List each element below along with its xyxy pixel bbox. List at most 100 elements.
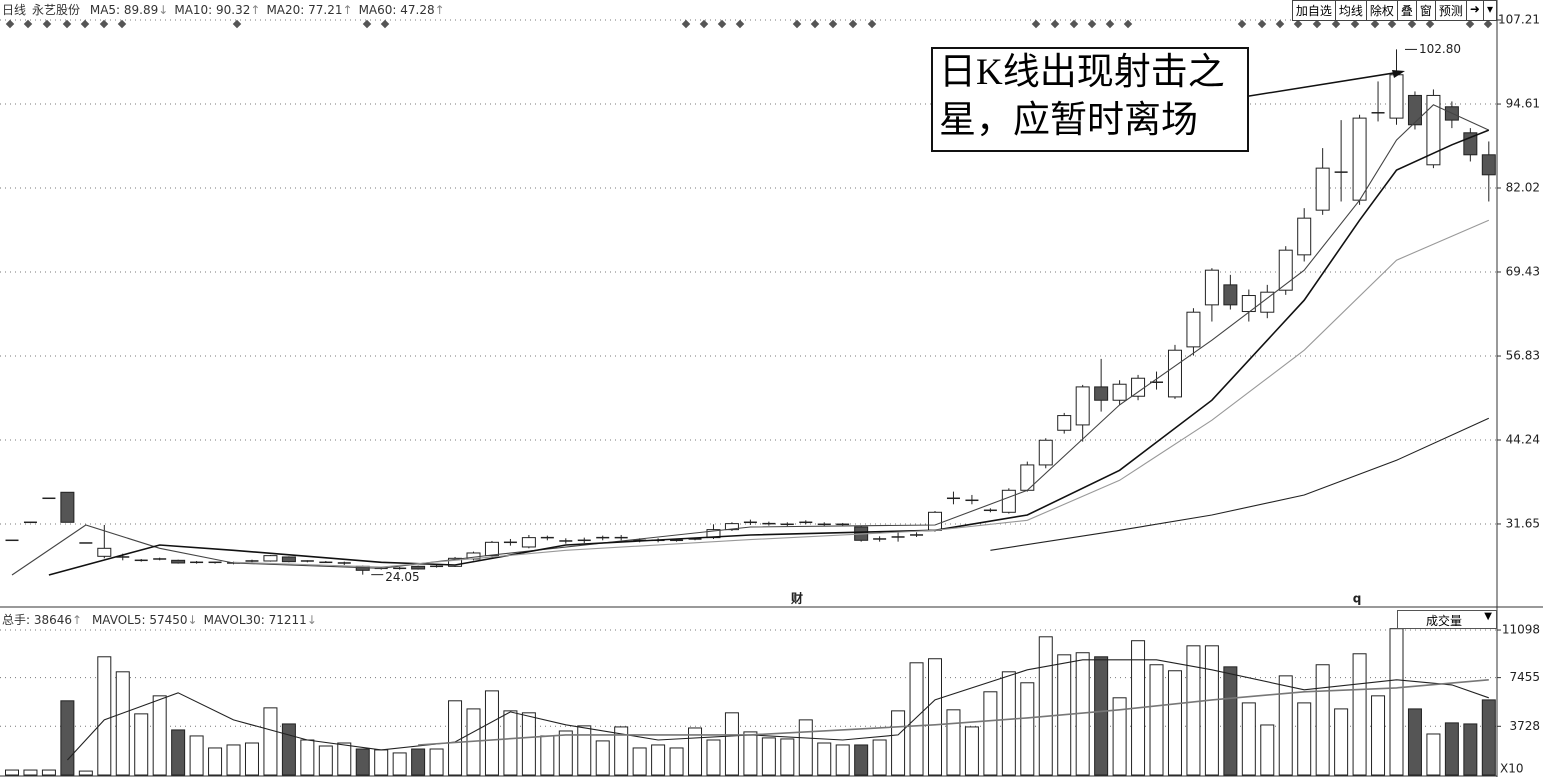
volume-header: 总手: 38646↑ MAVOL5: 57450↓ MAVOL30: 71211↓ [2,611,323,628]
volume-bar [964,726,979,776]
volume-bar [1112,697,1127,776]
event-icon [380,19,390,29]
event-icon [1465,19,1475,29]
volume-bar [1260,724,1275,776]
toolbar-button[interactable]: ➜ [1465,0,1484,21]
indicator-selector[interactable]: 成交量 ▼ [1397,610,1497,629]
volume-bar [1371,695,1386,776]
y-tick-label: 82.02 [1506,181,1540,195]
candle-body [1204,269,1219,306]
event-icon [848,19,858,29]
price-header: 日线 永艺股份 MA5: 89.89↓ MA10: 90.32↑ MA20: 77.2… [2,1,451,18]
volume-bar [558,730,573,776]
event-icon [99,19,109,29]
event-icon [1312,19,1322,29]
volume-bar [1481,699,1496,776]
volume-bar [429,748,444,776]
ma-line [11,104,1490,576]
candle-body [1038,439,1053,466]
volume-bar [78,770,93,776]
y-tick-label: 69.43 [1506,264,1540,278]
volume-bar [614,726,629,776]
annotation-line: 日K线出现射击之 [939,52,1225,93]
event-icon [232,19,242,29]
y-tick-label: 107.21 [1498,13,1540,27]
toolbar: 加自选 均线 除权叠窗预测 ➜ ▾ [1291,0,1497,21]
event-icon [1050,19,1060,29]
legend-trend: ↓ [187,613,198,627]
legend-trend: ↑ [342,3,353,17]
volume-bar [1020,682,1035,776]
volume-bar [761,737,776,776]
event-marker: 财 [790,591,803,606]
toolbar-button[interactable]: 均线 [1334,0,1367,21]
volume-bar [798,719,813,776]
candle-body [1167,349,1182,398]
legend-item: MAVOL5: 57450↓ [92,613,198,627]
y-tick-label: 94.61 [1506,97,1540,111]
volume-bar [208,747,223,776]
event-icon [1237,19,1247,29]
toolbar-button[interactable]: 预测 [1434,0,1467,21]
marker-label: 102.80 [1419,42,1461,56]
volume-bar [817,742,832,776]
selector-label: 成交量 [1426,614,1463,628]
volume-bar [1297,702,1312,776]
event-icon [1257,19,1267,29]
candle-body [1389,74,1404,119]
volume-bar [1001,671,1016,776]
volume-bar [1444,722,1459,776]
volume-bar [41,769,56,776]
toolbar-button[interactable]: 叠 [1396,0,1417,21]
candle-body [448,557,463,567]
volume-bar [1038,636,1053,776]
volume-bar [706,739,721,776]
event-icon [681,19,691,29]
event-icon [1387,19,1397,29]
arrow-head [1392,70,1405,78]
ma-line [233,219,1490,568]
volume-bar [263,707,278,776]
toolbar-button[interactable]: 加自选 [1291,0,1336,21]
event-icon [1031,19,1041,29]
event-icon [362,19,372,29]
toolbar-button[interactable]: ▾ [1482,0,1497,21]
toolbar-button[interactable]: 窗 [1415,0,1436,21]
event-icon [792,19,802,29]
candle-body [1112,383,1127,401]
legend-item: MA20: 77.21↑ [266,3,352,17]
event-icon [717,19,727,29]
candle-body [1407,94,1422,126]
candle-body [1075,386,1090,426]
volume-bar [669,747,684,776]
annotation: 日K线出现射击之 星，应暂时离场 [931,47,1249,152]
legend-label: MAVOL30: 71211 [203,613,307,627]
annotation-arrow [1242,71,1401,98]
candle-body [411,565,426,570]
volume-bar [1407,708,1422,776]
volume-bar [134,713,149,776]
ma-line [66,659,1489,761]
volume-bar [355,748,370,776]
candle-body [1057,415,1072,431]
volume-bar [60,700,75,776]
volume-bar [1094,656,1109,776]
volume-bar [928,658,942,776]
volume-bar [1352,653,1367,776]
event-icon [1370,19,1380,29]
event-icon [828,19,838,29]
dropdown-arrow: ▼ [1484,611,1492,622]
ma-line [418,679,1489,746]
volume-bar [226,744,241,776]
y-tick-label: 11098 [1502,623,1540,637]
event-icon [1087,19,1097,29]
toolbar-button[interactable]: 除权 [1365,0,1398,21]
annotation-line: 星，应暂时离场 [939,100,1198,141]
volume-bar [872,739,887,776]
legend-trend: ↓ [306,613,317,627]
volume-bar [521,712,536,776]
volume-bar [835,744,850,776]
volume-bar [983,691,998,776]
ma-line [48,129,1490,576]
candle-body [1481,154,1496,176]
